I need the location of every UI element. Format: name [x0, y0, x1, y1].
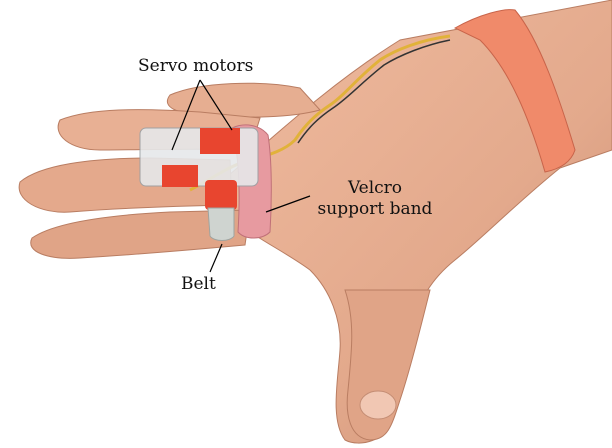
- cable-dark: [297, 39, 451, 144]
- servo-leader-right: [199, 79, 233, 131]
- servo-device: [139, 127, 259, 210]
- device-case: [139, 127, 259, 187]
- finger-ring: [30, 209, 251, 259]
- belt: [207, 207, 235, 241]
- servo-motors-label: Servo motors: [138, 56, 254, 76]
- device-mount: [205, 180, 237, 210]
- servo-leader-left: [171, 79, 201, 151]
- belt-label: Belt: [181, 274, 216, 294]
- servo-left: [162, 165, 198, 187]
- velcro-label-line1: Velcro: [347, 178, 403, 198]
- velcro-label-line2: support band: [317, 199, 433, 219]
- wrist-strap: [453, 9, 576, 173]
- belt-leader: [209, 243, 223, 273]
- velcro-support-band-label: Velcro support band: [305, 178, 445, 220]
- thumbnail: [359, 390, 397, 420]
- velcro-leader: [265, 195, 311, 213]
- servo-right: [200, 128, 240, 154]
- thumb: [344, 289, 431, 441]
